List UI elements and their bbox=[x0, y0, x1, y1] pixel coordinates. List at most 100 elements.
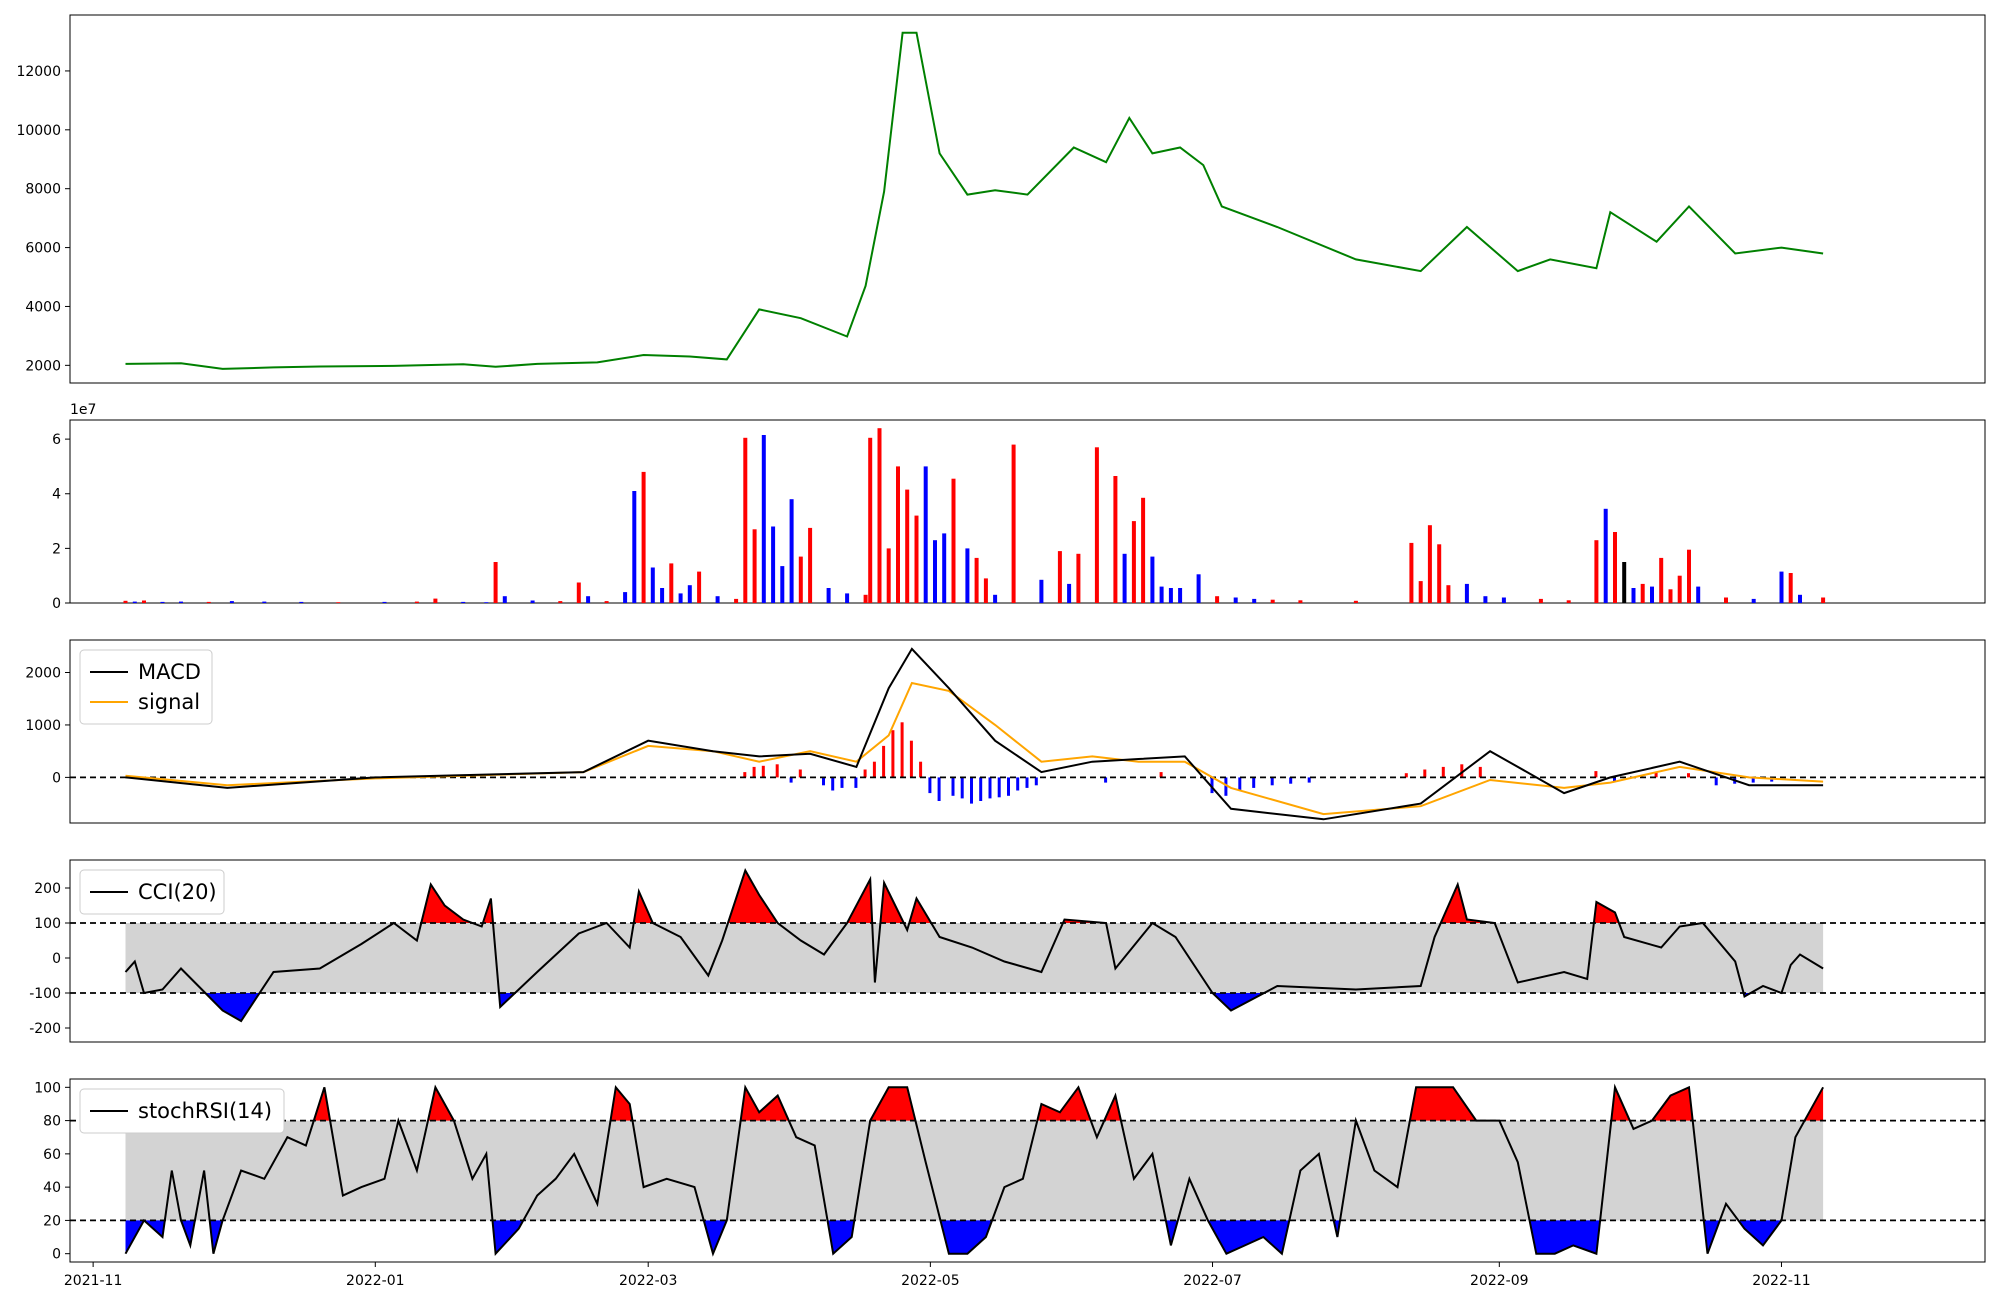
volume-bar bbox=[983, 578, 988, 603]
volume-offset-label: 1e7 bbox=[70, 402, 96, 418]
volume-bar bbox=[1196, 574, 1201, 603]
price-panel: 2000 4000 6000 8000 10000 12000 bbox=[16, 14, 1986, 384]
price-ytick-label: 12000 bbox=[16, 64, 61, 80]
macd-histogram-bar bbox=[928, 777, 932, 794]
volume-bar bbox=[632, 491, 637, 603]
volume-bar bbox=[1409, 542, 1414, 603]
macd-legend-label: MACD bbox=[138, 660, 201, 684]
stochrsi-ytick-label: 40 bbox=[43, 1180, 61, 1196]
stochrsi-overbought-fill bbox=[313, 1087, 331, 1121]
macd-histogram-bar bbox=[1025, 777, 1029, 788]
macd-histogram-bar bbox=[1016, 777, 1020, 791]
volume-bar bbox=[1270, 599, 1275, 603]
macd-histogram-bar bbox=[1210, 777, 1214, 794]
volume-bar bbox=[1798, 594, 1802, 603]
macd-histogram-bar bbox=[854, 777, 858, 788]
volume-bar bbox=[1437, 544, 1442, 603]
volume-bar bbox=[780, 566, 785, 603]
volume-bar bbox=[1427, 525, 1432, 603]
volume-bar bbox=[687, 585, 692, 603]
volume-bar bbox=[1650, 586, 1654, 603]
macd-frame bbox=[69, 639, 1986, 824]
price-ytick-label: 4000 bbox=[25, 299, 61, 315]
stochrsi-oversold-fill bbox=[1738, 1220, 1782, 1246]
cci-band bbox=[125, 923, 1824, 993]
volume-ytick-label: 2 bbox=[52, 541, 61, 557]
volume-bar bbox=[1076, 553, 1081, 603]
macd-histogram-bar bbox=[997, 777, 1001, 798]
macd-histogram-bar bbox=[789, 777, 793, 783]
macd-histogram-bar bbox=[872, 761, 876, 778]
volume-bar bbox=[743, 437, 748, 603]
volume-bar bbox=[641, 471, 646, 603]
macd-histogram-bar bbox=[831, 777, 835, 791]
macd-histogram-bar bbox=[761, 765, 765, 778]
macd-panel: 0 1000 2000 MACD signal bbox=[25, 639, 1986, 824]
macd-histogram-bar bbox=[1594, 771, 1598, 778]
volume-bar bbox=[1603, 508, 1608, 603]
macd-histogram-bar bbox=[1441, 766, 1445, 778]
volume-bar bbox=[1566, 600, 1571, 603]
price-ytick-label: 10000 bbox=[16, 123, 61, 139]
volume-bar bbox=[1150, 556, 1155, 603]
volume-bar bbox=[896, 466, 900, 603]
volume-bar bbox=[1821, 597, 1826, 603]
macd-histogram-bar bbox=[1460, 764, 1464, 778]
volume-frame bbox=[69, 419, 1986, 604]
volume-bar bbox=[206, 601, 211, 603]
stochrsi-ytick-label: 20 bbox=[43, 1213, 61, 1229]
x-axis: 2021-11 2022-01 2022-03 2022-05 2022-07 2022-… bbox=[64, 1262, 1811, 1289]
volume-bar bbox=[1631, 588, 1636, 603]
volume-bar bbox=[530, 600, 535, 603]
stochrsi-overbought-fill bbox=[1037, 1087, 1091, 1121]
x-tick-label: 2022-01 bbox=[346, 1273, 405, 1289]
price-frame bbox=[69, 14, 1986, 384]
stochrsi-band bbox=[125, 1120, 1824, 1221]
volume-bar bbox=[1094, 447, 1099, 603]
volume-bar bbox=[1446, 585, 1451, 603]
cci-line bbox=[124, 868, 1824, 1023]
stochrsi-legend-label: stochRSI(14) bbox=[138, 1099, 272, 1123]
cci-legend bbox=[79, 869, 225, 915]
macd-line bbox=[125, 647, 1824, 821]
macd-histogram-bar bbox=[1238, 777, 1242, 791]
volume-bar bbox=[715, 596, 720, 603]
volume-ytick-label: 4 bbox=[52, 487, 61, 503]
stochrsi-oversold-fill bbox=[1165, 1220, 1178, 1246]
macd-histogram-bar bbox=[1404, 773, 1408, 778]
macd-ytick-label: 0 bbox=[52, 770, 61, 786]
macd-legend-label: signal bbox=[138, 690, 200, 714]
volume-bar bbox=[933, 540, 937, 603]
macd-histogram-bar bbox=[900, 722, 904, 778]
price-ytick-label: 8000 bbox=[25, 182, 61, 198]
volume-bar bbox=[1779, 571, 1784, 603]
volume-bar bbox=[433, 598, 438, 603]
volume-bar bbox=[484, 602, 489, 603]
cci-overbought-fill bbox=[728, 870, 778, 923]
volume-bar bbox=[1640, 583, 1645, 603]
macd-histogram-bar bbox=[743, 772, 747, 778]
stochrsi-ytick-label: 80 bbox=[43, 1114, 61, 1130]
macd-histogram-bar bbox=[1159, 772, 1163, 778]
cci-legend-label: CCI(20) bbox=[138, 880, 217, 904]
cci-ytick-label: 100 bbox=[34, 916, 61, 932]
volume-bar bbox=[1067, 583, 1072, 603]
volume-bar bbox=[1168, 588, 1173, 603]
cci-oversold-fill bbox=[205, 993, 260, 1021]
macd-histogram-bar bbox=[970, 777, 973, 804]
macd-histogram-bar bbox=[1423, 769, 1427, 778]
macd-histogram-bar bbox=[1307, 777, 1311, 783]
volume-bar bbox=[886, 548, 891, 603]
volume-bar bbox=[798, 556, 803, 603]
volume-bar bbox=[604, 601, 609, 603]
volume-bar bbox=[1298, 600, 1303, 603]
volume-bar bbox=[336, 602, 341, 603]
macd-histogram-bar bbox=[822, 777, 825, 786]
macd-histogram-bar bbox=[775, 764, 779, 778]
stochrsi-overbought-fill bbox=[740, 1087, 789, 1121]
volume-bar bbox=[1122, 553, 1127, 603]
macd-legend bbox=[79, 649, 213, 725]
macd-histogram-bar bbox=[1104, 777, 1108, 783]
macd-histogram-bar bbox=[960, 777, 964, 799]
x-tick-label: 2021-11 bbox=[64, 1273, 123, 1289]
